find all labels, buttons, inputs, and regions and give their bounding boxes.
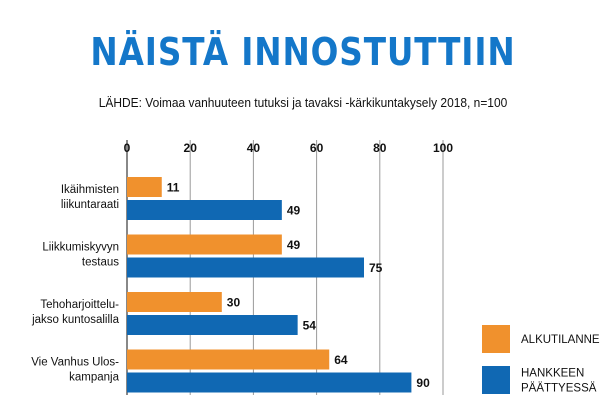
legend: ALKUTILANNE HANKKEEN PÄÄTTYESSÄ [482, 325, 600, 395]
category-label: Vie Vanhus Ulos- [31, 357, 119, 369]
bar [127, 257, 364, 278]
category-label: Ikäihmisten [61, 184, 119, 196]
x-axis-ticks: 0 20 40 60 80 100 [124, 141, 454, 155]
bar [127, 372, 412, 393]
x-tick-label: 0 [124, 141, 131, 155]
data-label: 54 [303, 319, 317, 333]
chart-title: NÄISTÄ INNOSTUTTIIN [90, 30, 516, 74]
legend-label: ALKUTILANNE [521, 334, 600, 346]
x-tick-label: 40 [247, 141, 261, 155]
category-label: Tehoharjoittelu- [40, 299, 119, 311]
bar [127, 234, 282, 255]
bar [127, 177, 162, 197]
category-label: jakso kuntosalilla [31, 314, 120, 326]
x-tick-label: 20 [184, 141, 198, 155]
x-tick-label: 60 [310, 141, 324, 155]
bars: 11 49 49 75 30 54 64 90 [127, 177, 430, 393]
category-labels: Ikäihmisten liikuntaraati Liikkumiskyvyn te… [31, 184, 120, 384]
data-label: 75 [369, 261, 383, 275]
data-label: 11 [167, 181, 180, 195]
bar [127, 292, 222, 312]
category-label: testaus [82, 257, 119, 269]
x-tick-label: 80 [373, 141, 387, 155]
legend-swatch [482, 366, 510, 394]
data-label: 49 [287, 238, 301, 252]
category-label: liikuntaraati [61, 199, 119, 211]
data-label: 64 [334, 353, 348, 367]
legend-label: PÄÄTTYESSÄ [521, 383, 597, 395]
category-label: kampanja [69, 372, 119, 384]
x-tick-label: 100 [433, 141, 453, 155]
legend-label: HANKKEEN [521, 368, 584, 380]
chart-source: LÄHDE: Voimaa vanhuuteen tutuksi ja tava… [98, 95, 508, 110]
bar [127, 315, 298, 335]
category-label: Liikkumiskyvyn [42, 242, 119, 254]
data-label: 90 [416, 376, 430, 390]
bar [127, 200, 282, 220]
legend-swatch [482, 325, 510, 353]
data-label: 49 [287, 204, 301, 218]
data-label: 30 [227, 296, 241, 310]
bar [127, 349, 330, 370]
